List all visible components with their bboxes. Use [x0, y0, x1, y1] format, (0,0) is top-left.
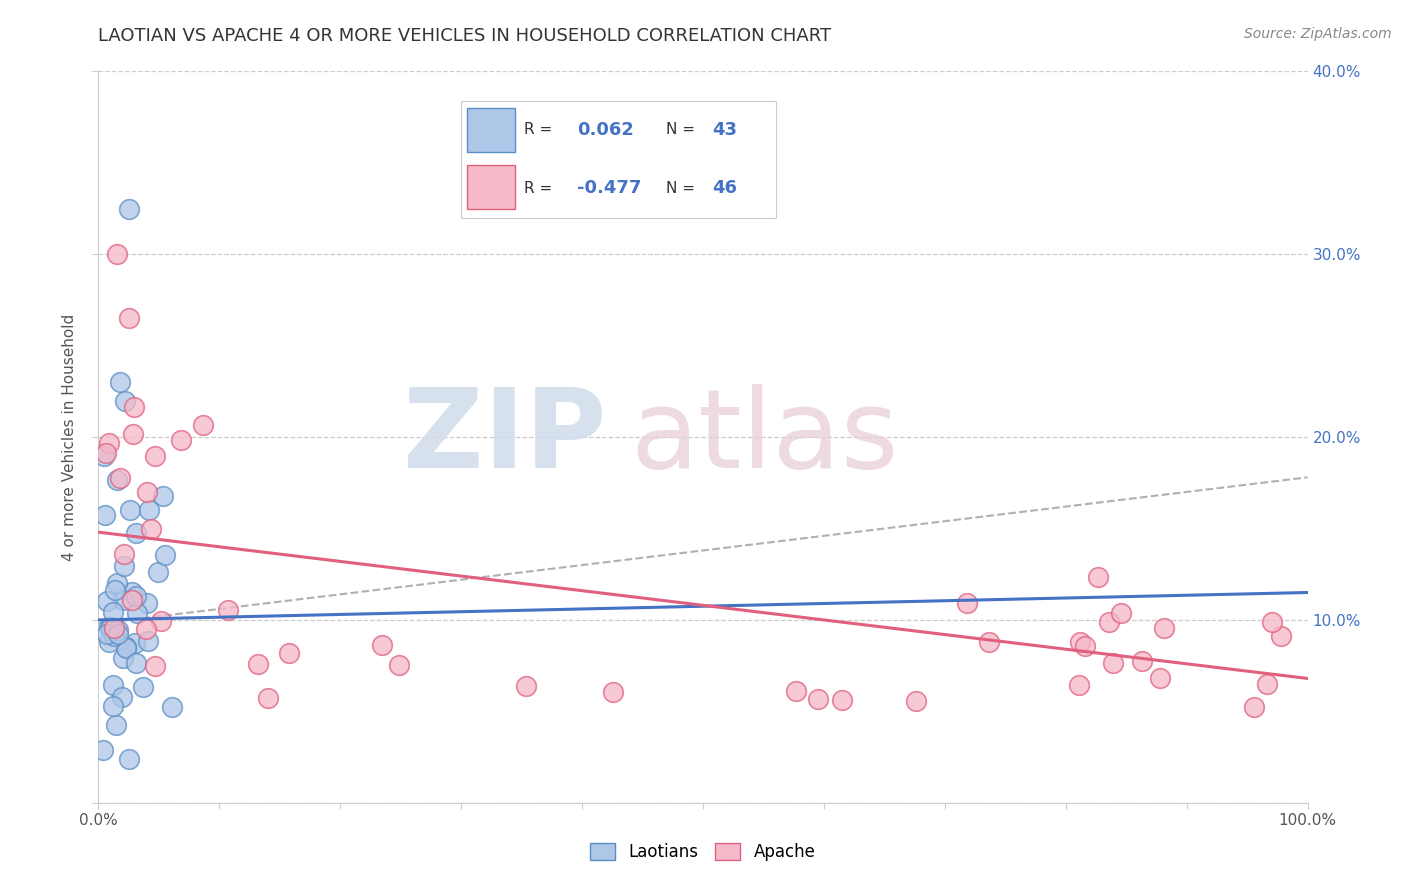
Point — [152, 489, 174, 503]
Point — [217, 603, 239, 617]
Point — [1073, 639, 1095, 653]
Point — [1261, 615, 1284, 629]
Point — [136, 596, 159, 610]
Point — [125, 656, 148, 670]
Point — [141, 522, 163, 536]
Point — [101, 605, 124, 619]
Point — [124, 401, 146, 415]
Point — [124, 589, 146, 603]
Point — [1256, 677, 1278, 691]
Point — [1101, 656, 1123, 670]
Point — [121, 585, 143, 599]
Point — [105, 576, 128, 591]
Point — [98, 620, 121, 634]
Point — [104, 582, 127, 597]
Point — [93, 508, 115, 522]
Point — [127, 606, 149, 620]
Point — [277, 646, 299, 660]
Point — [1153, 621, 1175, 635]
Point — [979, 635, 1001, 649]
Point — [125, 525, 148, 540]
Point — [371, 638, 394, 652]
Point — [114, 393, 136, 408]
Point — [143, 658, 166, 673]
Point — [1098, 615, 1121, 629]
Point — [101, 699, 124, 714]
Point — [110, 470, 132, 484]
Point — [118, 503, 141, 517]
Point — [149, 614, 172, 628]
Point — [1149, 671, 1171, 685]
Point — [108, 375, 131, 389]
Point — [1109, 606, 1132, 620]
Point — [146, 565, 169, 579]
Point — [124, 635, 146, 649]
Point — [111, 593, 134, 607]
Point — [93, 449, 115, 463]
Point — [107, 623, 129, 637]
Point — [105, 473, 128, 487]
Point — [785, 683, 807, 698]
Point — [96, 627, 118, 641]
Point — [257, 691, 280, 706]
Point — [170, 433, 193, 447]
Point — [806, 692, 828, 706]
Point — [97, 436, 120, 450]
Point — [1069, 678, 1091, 692]
Y-axis label: 4 or more Vehicles in Household: 4 or more Vehicles in Household — [62, 313, 77, 561]
Point — [155, 548, 177, 562]
Point — [94, 446, 117, 460]
Point — [1243, 700, 1265, 714]
Point — [132, 681, 155, 695]
Point — [98, 635, 121, 649]
Point — [103, 622, 125, 636]
Point — [160, 700, 183, 714]
Point — [110, 690, 132, 704]
Point — [100, 620, 122, 634]
Point — [93, 743, 115, 757]
Text: Source: ZipAtlas.com: Source: ZipAtlas.com — [1244, 27, 1392, 41]
Point — [135, 485, 157, 500]
Point — [905, 694, 928, 708]
Text: LAOTIAN VS APACHE 4 OR MORE VEHICLES IN HOUSEHOLD CORRELATION CHART: LAOTIAN VS APACHE 4 OR MORE VEHICLES IN … — [98, 27, 831, 45]
Point — [122, 427, 145, 442]
Point — [138, 503, 160, 517]
Point — [105, 247, 128, 261]
Legend: Laotians, Apache: Laotians, Apache — [583, 836, 823, 868]
Point — [831, 693, 853, 707]
Point — [103, 678, 125, 692]
Point — [1087, 570, 1109, 584]
Point — [1270, 629, 1292, 643]
Point — [1130, 654, 1153, 668]
Point — [115, 640, 138, 655]
Point — [118, 311, 141, 326]
Point — [135, 622, 157, 636]
Point — [112, 547, 135, 561]
Point — [246, 657, 269, 672]
Point — [114, 640, 136, 654]
Point — [602, 685, 624, 699]
Point — [136, 633, 159, 648]
Point — [1069, 634, 1091, 648]
Point — [118, 202, 141, 216]
Text: ZIP: ZIP — [404, 384, 606, 491]
Point — [118, 752, 141, 766]
Point — [387, 657, 409, 672]
Point — [956, 596, 979, 610]
Point — [96, 594, 118, 608]
Point — [103, 628, 125, 642]
Point — [515, 679, 537, 693]
Point — [107, 627, 129, 641]
Point — [105, 718, 128, 732]
Point — [191, 418, 214, 433]
Text: atlas: atlas — [630, 384, 898, 491]
Point — [111, 651, 134, 665]
Point — [121, 592, 143, 607]
Point — [112, 559, 135, 574]
Point — [143, 449, 166, 463]
